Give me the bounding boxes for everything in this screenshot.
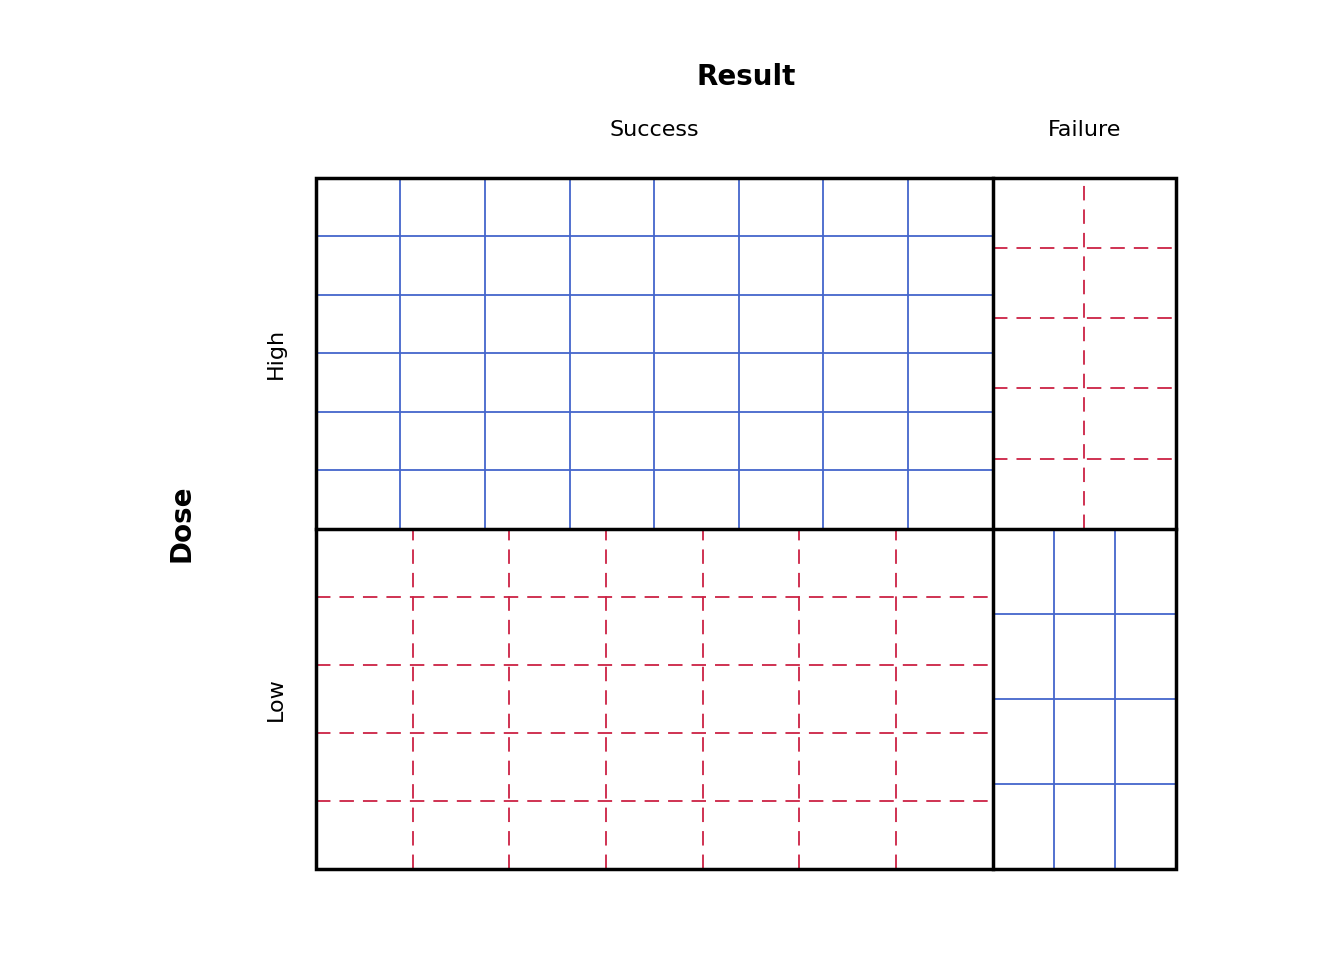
Text: Low: Low bbox=[266, 677, 285, 721]
Text: Success: Success bbox=[609, 120, 699, 139]
Text: Result: Result bbox=[696, 62, 796, 91]
Text: High: High bbox=[266, 327, 285, 379]
Text: Failure: Failure bbox=[1048, 120, 1121, 139]
Text: Dose: Dose bbox=[168, 485, 195, 562]
Bar bbox=[316, 178, 1176, 869]
